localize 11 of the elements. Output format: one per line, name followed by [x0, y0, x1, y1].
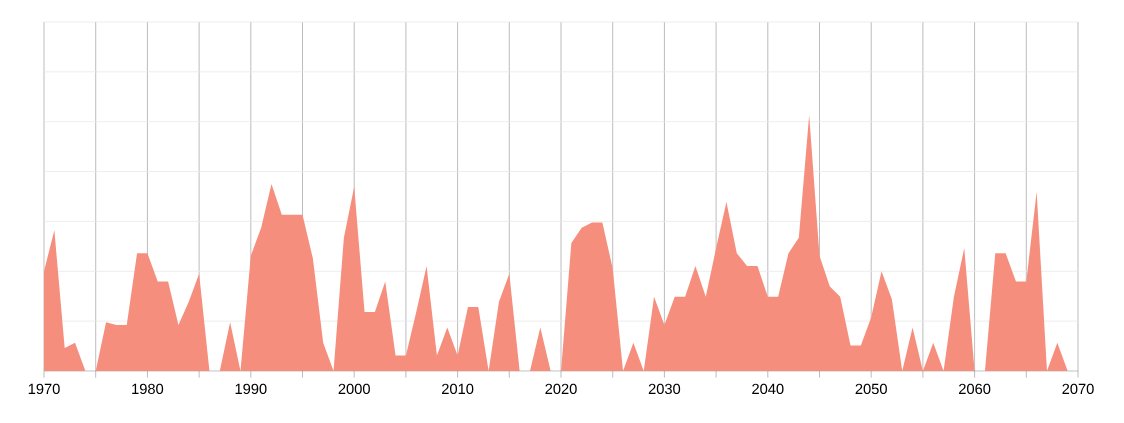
- x-tick-label: 2070: [1062, 383, 1094, 395]
- x-tick-label: 1980: [132, 383, 164, 395]
- x-tick-label: 2040: [752, 383, 784, 395]
- x-tick-label: 2010: [442, 383, 474, 395]
- x-tick-label: 2000: [338, 383, 370, 395]
- x-tick-label: 1990: [235, 383, 267, 395]
- x-tick-label: 2030: [648, 383, 681, 395]
- x-tick-label: 2020: [545, 383, 577, 395]
- x-tick-label: 1970: [28, 383, 60, 395]
- x-tick-label: 2060: [959, 383, 991, 395]
- x-tick-label: 2050: [855, 383, 887, 395]
